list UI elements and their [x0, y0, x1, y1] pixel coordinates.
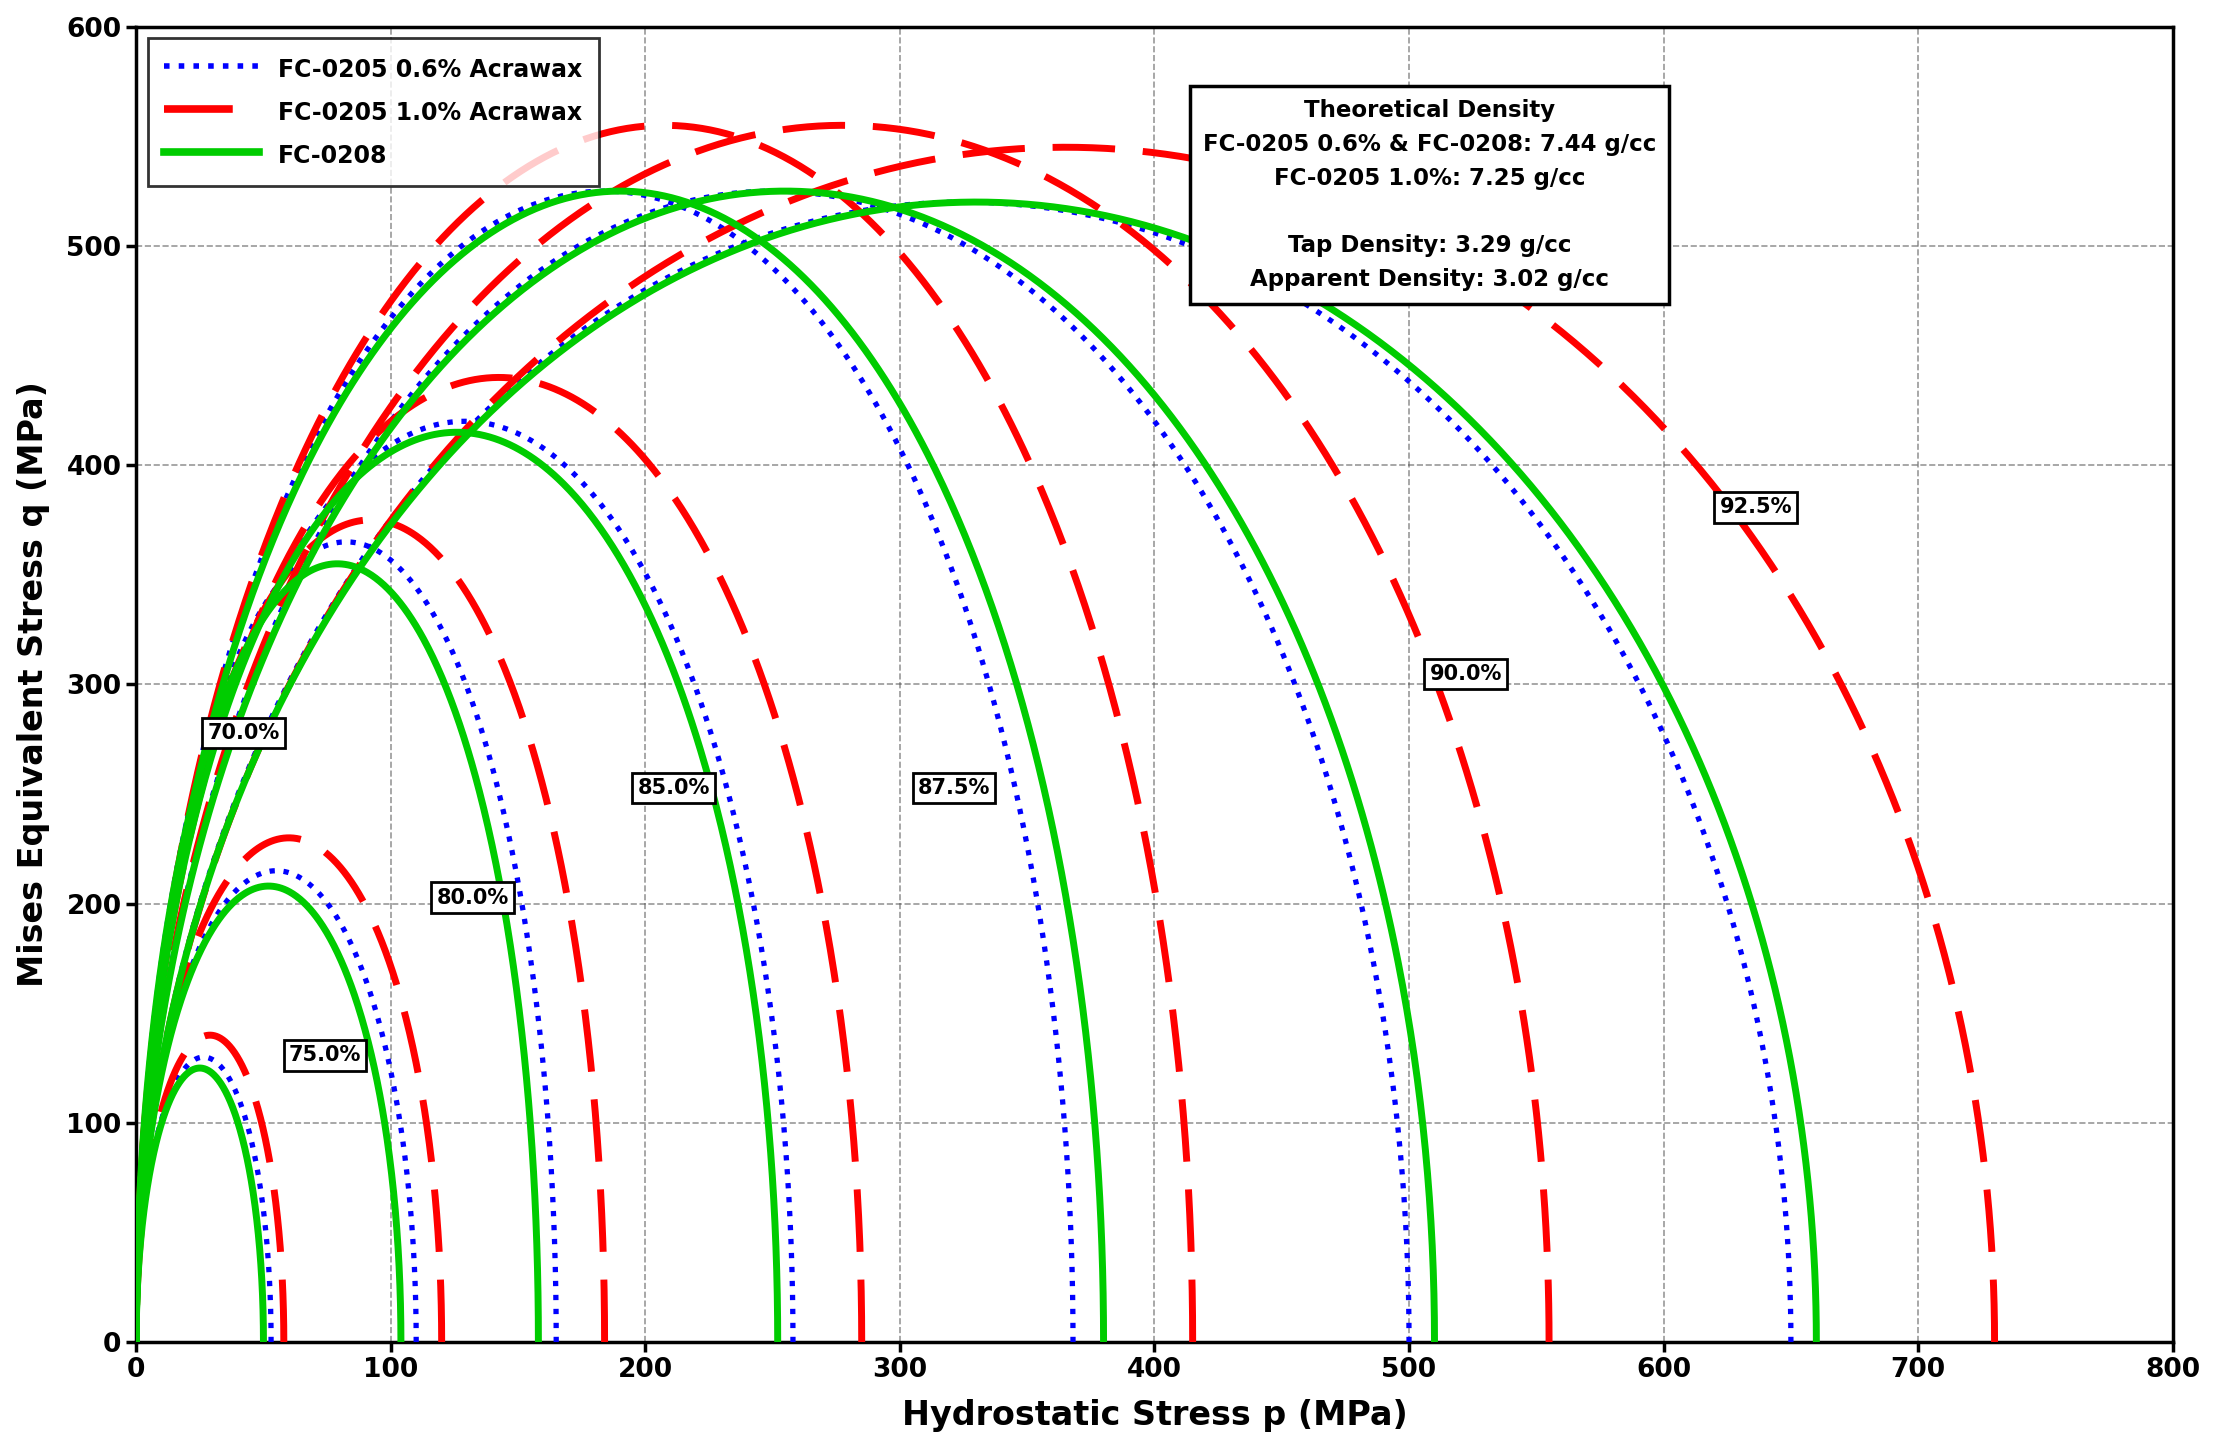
Legend: FC-0205 0.6% Acrawax, FC-0205 1.0% Acrawax, FC-0208: FC-0205 0.6% Acrawax, FC-0205 1.0% Acraw… — [149, 39, 599, 187]
Text: 87.5%: 87.5% — [918, 778, 991, 798]
Text: 75.0%: 75.0% — [288, 1046, 361, 1065]
Text: 90.0%: 90.0% — [1430, 664, 1501, 684]
Text: 85.0%: 85.0% — [638, 778, 709, 798]
Y-axis label: Mises Equivalent Stress q (MPa): Mises Equivalent Stress q (MPa) — [18, 381, 49, 987]
Text: 92.5%: 92.5% — [1720, 497, 1791, 517]
Text: 80.0%: 80.0% — [437, 888, 510, 907]
Text: Theoretical Density
FC-0205 0.6% & FC-0208: 7.44 g/cc
FC-0205 1.0%: 7.25 g/cc

T: Theoretical Density FC-0205 0.6% & FC-02… — [1204, 99, 1656, 291]
X-axis label: Hydrostatic Stress p (MPa): Hydrostatic Stress p (MPa) — [902, 1400, 1408, 1432]
Text: 70.0%: 70.0% — [208, 723, 279, 743]
